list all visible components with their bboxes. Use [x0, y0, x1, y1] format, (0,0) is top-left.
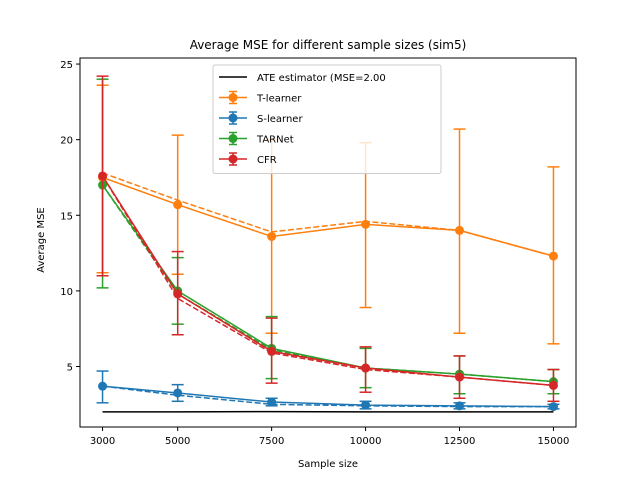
y-axis-label: Average MSE [36, 207, 47, 273]
y-axis: 5 10 15 20 25 [60, 60, 80, 374]
series-line [101, 175, 554, 387]
data-point [267, 346, 277, 356]
x-tick-label: 15000 [538, 436, 570, 447]
data-point [455, 372, 465, 382]
x-tick-label: 7500 [259, 436, 284, 447]
series-line [102, 385, 554, 408]
y-tick-label: 20 [60, 136, 73, 147]
series-3 [96, 75, 560, 403]
data-point [173, 388, 183, 398]
data-point [267, 397, 277, 407]
data-point [361, 219, 371, 229]
data-point [173, 289, 183, 299]
data-point [361, 400, 371, 410]
legend-entry: TARNet [219, 131, 294, 146]
legend-label: ATE estimator (MSE=2.00 [257, 73, 386, 84]
x-tick-label: 10000 [350, 436, 382, 447]
data-point [98, 381, 108, 391]
y-tick-label: 10 [60, 287, 73, 298]
legend-label: CFR [257, 155, 277, 166]
series-dashed-line [101, 175, 554, 387]
legend-label: T-learner [256, 94, 302, 105]
y-tick-label: 25 [60, 60, 73, 71]
axes-frame [79, 57, 577, 428]
legend: ATE estimator (MSE=2.00 T-learner S-learne… [212, 64, 442, 174]
data-point [455, 401, 465, 411]
legend-entry: S-learner [219, 111, 303, 125]
data-point [548, 402, 558, 412]
legend-label: S-learner [257, 114, 303, 125]
x-tick-label: 12500 [444, 436, 476, 447]
series-line [102, 176, 554, 257]
legend-entry: ATE estimator (MSE=2.00 [219, 73, 386, 84]
legend-marker [228, 154, 238, 164]
chart-title: Average MSE for different sample sizes (… [190, 38, 467, 52]
legend-entry: CFR [219, 152, 277, 166]
series-1 [96, 370, 560, 412]
x-tick-label: 3000 [90, 436, 115, 447]
data-point [173, 200, 183, 210]
series-dashed-line [102, 385, 554, 408]
legend-box [212, 64, 442, 174]
data-point [455, 225, 465, 235]
data-point [98, 171, 108, 181]
plot-area [79, 57, 577, 428]
data-point [267, 231, 277, 241]
legend-marker [228, 93, 238, 102]
legend-marker [228, 134, 238, 143]
x-axis-label: Sample size [298, 459, 358, 470]
series-dashed-line [102, 172, 554, 257]
data-point [361, 363, 371, 373]
legend-label: TARNet [256, 135, 294, 146]
x-tick-label: 5000 [165, 436, 190, 447]
y-tick-label: 15 [60, 211, 73, 222]
data-point [548, 380, 558, 390]
data-point [548, 251, 558, 261]
legend-marker [228, 113, 238, 123]
y-tick-label: 5 [67, 363, 73, 374]
legend-entry: T-learner [219, 90, 302, 105]
x-axis: 3000 5000 7500 10000 12500 15000 [90, 427, 570, 447]
